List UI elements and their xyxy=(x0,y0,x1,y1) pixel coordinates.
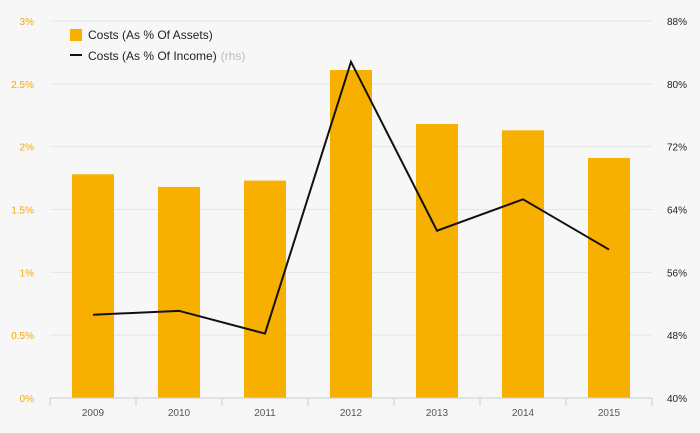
legend-swatch-bar xyxy=(70,29,82,41)
bar-2013 xyxy=(416,124,458,399)
x-tick-label: 2015 xyxy=(598,408,621,419)
x-tick-label: 2013 xyxy=(426,408,449,419)
legend-label-bar: Costs (As % Of Assets) xyxy=(88,28,213,42)
y-axis-right: 40% 48% 56% 64% 72% 80% 88% xyxy=(667,17,687,405)
x-axis: 2009 2010 2011 2012 2013 2014 2015 xyxy=(49,397,653,419)
y-right-tick-label: 48% xyxy=(667,331,687,342)
y-left-tick-label: 3% xyxy=(20,17,35,28)
legend-label-line: Costs (As % Of Income) (rhs) xyxy=(88,49,245,63)
bar-2014 xyxy=(502,130,544,398)
y-left-tick-label: 0.5% xyxy=(11,331,34,342)
legend[interactable]: Costs (As % Of Assets) Costs (As % Of In… xyxy=(70,28,245,63)
bar-series xyxy=(72,70,630,399)
y-right-tick-label: 80% xyxy=(667,80,687,91)
y-left-tick-label: 1% xyxy=(20,268,35,279)
y-right-tick-label: 56% xyxy=(667,268,687,279)
bar-2009 xyxy=(72,174,114,398)
bar-2010 xyxy=(158,186,200,398)
line-series xyxy=(92,59,610,335)
bar-2012 xyxy=(330,70,372,398)
bar-2015 xyxy=(588,157,630,398)
x-tick-label: 2012 xyxy=(340,408,363,419)
y-right-tick-label: 40% xyxy=(667,394,687,405)
y-left-tick-label: 2% xyxy=(20,143,35,154)
x-tick-label: 2011 xyxy=(254,408,276,419)
y-axis-left: 0% 0.5% 1% 1.5% 2% 2.5% 3% xyxy=(11,17,34,405)
y-left-tick-label: 0% xyxy=(20,394,35,405)
x-tick-label: 2009 xyxy=(82,408,105,419)
y-right-tick-label: 72% xyxy=(667,143,687,154)
x-tick-label: 2014 xyxy=(512,408,535,419)
legend-rhs-note: (rhs) xyxy=(221,49,246,63)
y-right-tick-label: 88% xyxy=(667,17,687,28)
x-tick-label: 2010 xyxy=(168,408,191,419)
legend-label-line-text: Costs (As % Of Income) xyxy=(88,49,217,63)
y-left-tick-label: 1.5% xyxy=(11,206,34,217)
y-right-tick-label: 64% xyxy=(667,206,687,217)
y-left-tick-label: 2.5% xyxy=(11,80,34,91)
